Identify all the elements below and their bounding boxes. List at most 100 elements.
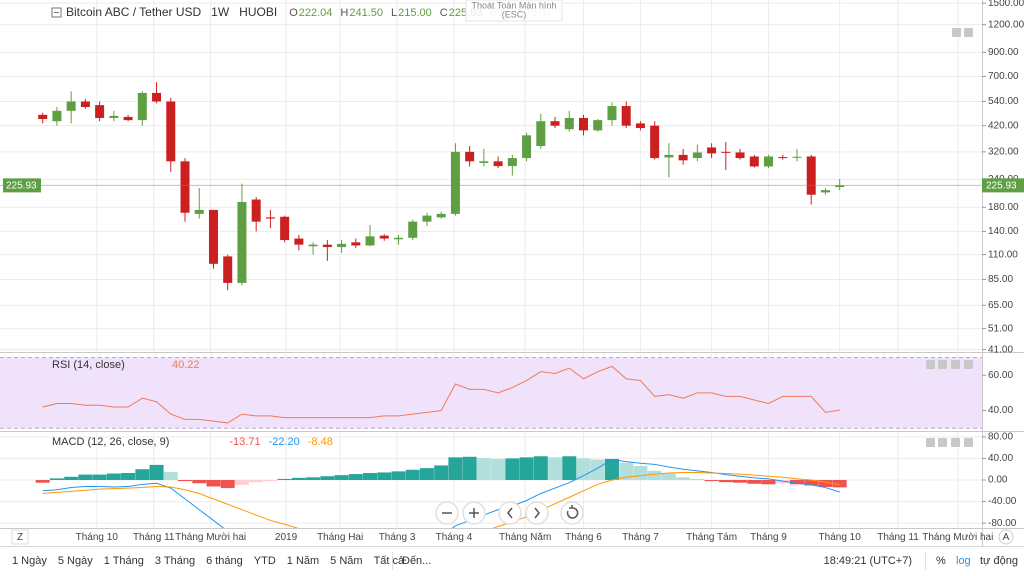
candle-body <box>365 236 375 246</box>
histogram-bar <box>733 480 748 483</box>
pane-button[interactable] <box>938 360 947 369</box>
price-label: 225.93 <box>986 180 1017 191</box>
histogram-bar <box>647 470 662 480</box>
indicator-title: MACD (12, 26, close, 9) <box>52 436 169 448</box>
pane-button[interactable] <box>964 28 973 37</box>
range-button[interactable]: 1 Ngày <box>12 555 47 567</box>
candle-body <box>294 238 304 245</box>
histogram-bar <box>192 480 207 484</box>
candle-body <box>749 156 759 167</box>
goto-button[interactable]: Đến... <box>402 555 431 567</box>
histogram-bar <box>519 457 534 480</box>
histogram-bar <box>533 456 548 480</box>
candle-body <box>379 235 389 239</box>
candle-body <box>152 92 162 102</box>
candle-body <box>664 154 674 158</box>
histogram-bar <box>747 480 762 484</box>
candle-body <box>436 213 446 218</box>
candle-body <box>208 209 218 264</box>
histogram-bar <box>363 472 378 480</box>
candle-body <box>550 121 560 126</box>
x-tick-label: 2019 <box>275 532 298 543</box>
reset-button[interactable] <box>560 501 584 525</box>
histogram-bar <box>121 472 136 480</box>
right-button-frame[interactable] <box>998 529 1014 545</box>
legend-value: 241.50 <box>349 7 383 19</box>
rsi-line <box>42 365 840 424</box>
plus-icon <box>469 508 479 518</box>
indicator-value: -13.71 <box>229 436 260 448</box>
y-tick-label: 900.00 <box>988 47 1019 58</box>
candle-body <box>223 256 233 283</box>
price-label-box <box>982 178 1024 193</box>
range-button[interactable]: 1 Tháng <box>104 555 144 567</box>
pane-button[interactable] <box>952 28 961 37</box>
candle-body <box>820 190 830 193</box>
histogram-bar <box>491 458 506 480</box>
candle-body <box>66 101 76 111</box>
scroll-left-button[interactable] <box>498 501 522 525</box>
y-tick-label: 80.00 <box>988 431 1013 442</box>
range-button[interactable]: YTD <box>254 555 276 567</box>
y-tick-label: 65.00 <box>988 300 1013 311</box>
left-button-frame[interactable] <box>11 529 29 545</box>
pane-group <box>35 456 847 528</box>
pane-button[interactable] <box>951 438 960 447</box>
candle-body <box>692 152 702 159</box>
range-button[interactable]: 1 Năm <box>287 555 319 567</box>
histogram-bar <box>548 457 563 480</box>
x-tick-label: Tháng 10 <box>819 532 862 543</box>
histogram-bar <box>661 473 676 480</box>
y-tick-label: 0.00 <box>988 475 1008 486</box>
legend-key: C <box>440 7 448 19</box>
pane-group <box>38 82 845 291</box>
histogram-bar <box>206 480 221 487</box>
x-tick-label: Tháng Năm <box>499 532 551 543</box>
histogram-bar <box>163 471 178 480</box>
histogram-bar <box>249 480 264 483</box>
pane-group <box>42 365 840 424</box>
candle-body <box>522 135 532 159</box>
scroll-right-button[interactable] <box>525 501 549 525</box>
y-tick-label: 40.00 <box>988 405 1013 416</box>
rsi-band <box>0 357 982 429</box>
histogram-bar <box>789 480 804 485</box>
histogram-bar <box>505 458 520 480</box>
pane-button[interactable] <box>964 360 973 369</box>
auto-button[interactable]: tự động <box>980 555 1018 567</box>
histogram-bar <box>234 480 249 485</box>
range-button[interactable]: 6 tháng <box>206 555 243 567</box>
candle-body <box>721 151 731 153</box>
indicator-value: 40.22 <box>172 359 200 371</box>
candle-body <box>351 242 361 246</box>
histogram-bar <box>704 480 719 482</box>
histogram-bar <box>291 477 306 480</box>
collapse-icon[interactable] <box>51 7 62 18</box>
pane-button[interactable] <box>964 438 973 447</box>
navigation <box>435 501 584 525</box>
range-button[interactable]: 5 Ngày <box>58 555 93 567</box>
pane-button[interactable] <box>926 360 935 369</box>
histogram-bar <box>448 457 463 480</box>
candle-body <box>493 161 503 167</box>
histogram-bar <box>348 474 363 480</box>
log-button[interactable]: log <box>956 555 971 567</box>
range-button[interactable]: Tất cả <box>374 555 405 567</box>
range-button[interactable]: 3 Tháng <box>155 555 195 567</box>
histogram-bar <box>92 474 107 480</box>
y-tick-label: 1200.00 <box>988 19 1024 30</box>
percent-button[interactable]: % <box>936 555 946 567</box>
pane-button[interactable] <box>926 438 935 447</box>
right-button[interactable]: A <box>1003 532 1010 543</box>
candle-body <box>806 156 816 195</box>
candle-body <box>678 154 688 161</box>
range-button[interactable]: 5 Năm <box>330 555 362 567</box>
candle-body <box>337 243 347 248</box>
candle-body <box>536 121 546 147</box>
pane-button[interactable] <box>938 438 947 447</box>
x-tick-label: Tháng Hai <box>317 532 363 543</box>
pane-button[interactable] <box>951 360 960 369</box>
left-button[interactable]: Z <box>17 532 23 543</box>
y-tick-label: 1500.00 <box>988 0 1024 9</box>
legend-key: L <box>391 7 397 19</box>
